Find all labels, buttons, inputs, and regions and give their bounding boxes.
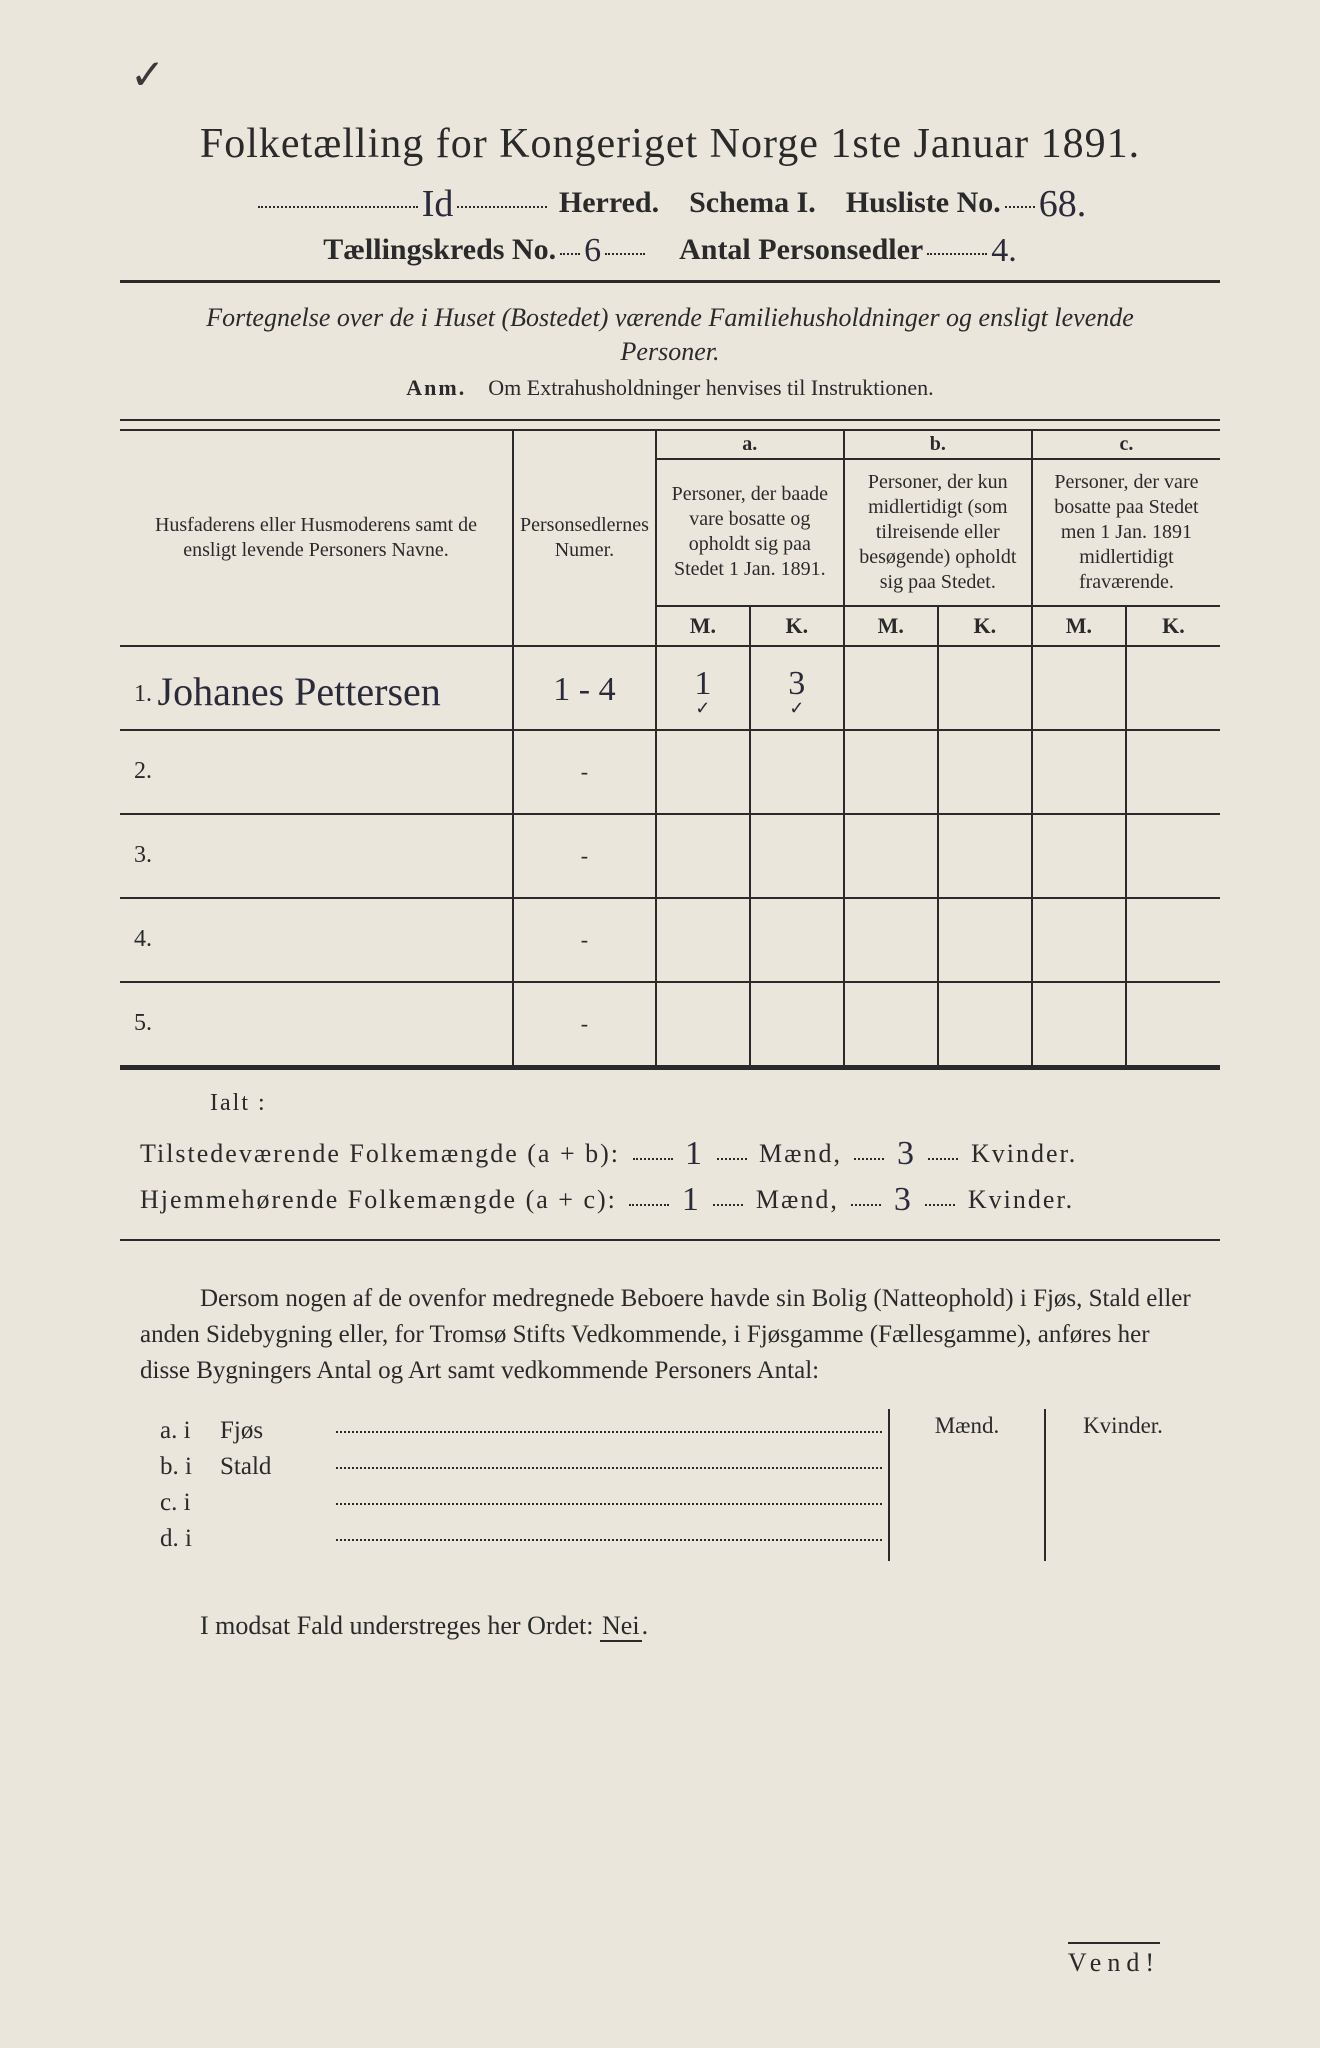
table-row: 5. - bbox=[120, 982, 1220, 1066]
sum1-m-value: 1 bbox=[685, 1135, 704, 1172]
col-numer-header: Personsedlernes Numer. bbox=[513, 430, 656, 646]
subtitle: Fortegnelse over de i Huset (Bostedet) v… bbox=[180, 301, 1160, 369]
side-row: c. i bbox=[140, 1489, 888, 1517]
col-c-label: c. bbox=[1032, 430, 1220, 459]
sum1-k-label: Kvinder. bbox=[971, 1139, 1077, 1168]
antal-value: 4. bbox=[991, 232, 1017, 270]
side-row-label: a. i bbox=[140, 1417, 220, 1445]
col-c-k: K. bbox=[1126, 606, 1220, 646]
sum1-m-label: Mænd, bbox=[759, 1139, 842, 1168]
husliste-label: Husliste No. bbox=[846, 186, 1001, 220]
table-row: 2. - bbox=[120, 730, 1220, 814]
anm-note: Anm. Om Extrahusholdninger henvises til … bbox=[120, 375, 1220, 401]
sedler-value: - bbox=[513, 730, 656, 814]
col-c-text: Personer, der vare bosatte paa Stedet me… bbox=[1032, 459, 1220, 606]
husliste-value: 68. bbox=[1039, 182, 1087, 226]
row-number: 1. bbox=[134, 681, 152, 707]
col-b-text: Personer, der kun midlertidigt (som tilr… bbox=[844, 459, 1032, 606]
vend-label: Vend! bbox=[1068, 1942, 1160, 1978]
row-number: 4. bbox=[134, 926, 152, 952]
side-row-label: c. i bbox=[140, 1489, 220, 1517]
col-a-text: Personer, der baade vare bosatte og opho… bbox=[656, 459, 844, 606]
a-k-value: 3 bbox=[788, 665, 805, 702]
herred-value: Id bbox=[422, 182, 454, 226]
sum-resident: Hjemmehørende Folkemængde (a + c): 1 Mæn… bbox=[140, 1179, 1220, 1217]
final-line: I modsat Fald understreges her Ordet: Ne… bbox=[140, 1611, 1200, 1641]
person-name: Johanes Pettersen bbox=[158, 669, 441, 714]
col-a-label: a. bbox=[656, 430, 844, 459]
row-number: 5. bbox=[134, 1010, 152, 1036]
col-b-k: K. bbox=[938, 606, 1032, 646]
sum2-k-label: Kvinder. bbox=[968, 1185, 1074, 1214]
sum2-m-label: Mænd, bbox=[756, 1185, 839, 1214]
side-row: b. i Stald bbox=[140, 1453, 888, 1481]
side-row-label: b. i bbox=[140, 1453, 220, 1481]
sum1-k-value: 3 bbox=[897, 1135, 916, 1172]
kreds-value: 6 bbox=[584, 232, 601, 270]
checkmark-annotation: ✓ bbox=[130, 50, 165, 99]
herred-line: Id Herred. Schema I. Husliste No. 68. bbox=[120, 178, 1220, 222]
col-a-k: K. bbox=[750, 606, 844, 646]
side-building-paragraph: Dersom nogen af de ovenfor medregnede Be… bbox=[140, 1281, 1200, 1390]
side-row-label: d. i bbox=[140, 1525, 220, 1553]
table-row: 1. Johanes Pettersen 1 - 4 1 ✓ 3 ✓ bbox=[120, 646, 1220, 730]
anm-text: Om Extrahusholdninger henvises til Instr… bbox=[488, 375, 933, 400]
sum1-label: Tilstedeværende Folkemængde (a + b): bbox=[140, 1139, 620, 1168]
sum2-k-value: 3 bbox=[894, 1181, 913, 1218]
side-row-name: Stald bbox=[220, 1453, 330, 1481]
side-row: a. i Fjøs bbox=[140, 1417, 888, 1445]
maend-col-header: Mænd. bbox=[890, 1409, 1046, 1561]
col-b-m: M. bbox=[844, 606, 938, 646]
col-names-header: Husfaderens eller Husmoderens samt de en… bbox=[120, 430, 513, 646]
anm-label: Anm. bbox=[406, 375, 466, 400]
col-c-m: M. bbox=[1032, 606, 1126, 646]
side-row-name: Fjøs bbox=[220, 1417, 330, 1445]
final-nei: Nei bbox=[600, 1611, 642, 1642]
sedler-value: - bbox=[513, 982, 656, 1066]
col-a-m: M. bbox=[656, 606, 750, 646]
schema-label: Schema I. bbox=[689, 186, 816, 220]
table-row: 4. - bbox=[120, 898, 1220, 982]
sedler-value: 1 - 4 bbox=[553, 671, 615, 708]
col-b-label: b. bbox=[844, 430, 1032, 459]
herred-label: Herred. bbox=[559, 186, 659, 220]
sum2-m-value: 1 bbox=[682, 1181, 701, 1218]
kreds-line: Tællingskreds No. 6 Antal Personsedler 4… bbox=[120, 230, 1220, 268]
sum-present: Tilstedeværende Folkemængde (a + b): 1 M… bbox=[140, 1133, 1220, 1171]
kvinder-col-header: Kvinder. bbox=[1046, 1409, 1200, 1561]
sum2-label: Hjemmehørende Folkemængde (a + c): bbox=[140, 1185, 617, 1214]
side-row: d. i bbox=[140, 1525, 888, 1553]
main-title: Folketælling for Kongeriget Norge 1ste J… bbox=[120, 120, 1220, 168]
final-text: I modsat Fald understreges her Ordet: bbox=[200, 1611, 600, 1640]
ialt-label: Ialt : bbox=[210, 1090, 1220, 1117]
table-row: 3. - bbox=[120, 814, 1220, 898]
kreds-label: Tællingskreds No. bbox=[323, 233, 556, 267]
row-number: 3. bbox=[134, 842, 152, 868]
sedler-value: - bbox=[513, 898, 656, 982]
a-m-value: 1 bbox=[694, 665, 711, 702]
antal-label: Antal Personsedler bbox=[679, 233, 923, 267]
tick-mark: ✓ bbox=[759, 703, 835, 714]
row-number: 2. bbox=[134, 758, 152, 784]
tick-mark: ✓ bbox=[665, 703, 741, 714]
household-table: Husfaderens eller Husmoderens samt de en… bbox=[120, 429, 1220, 1067]
side-building-table: a. i Fjøs b. i Stald c. i d. i Mænd. bbox=[140, 1409, 1200, 1561]
census-form-page: ✓ Folketælling for Kongeriget Norge 1ste… bbox=[0, 0, 1320, 2048]
sedler-value: - bbox=[513, 814, 656, 898]
final-period: . bbox=[642, 1611, 649, 1640]
